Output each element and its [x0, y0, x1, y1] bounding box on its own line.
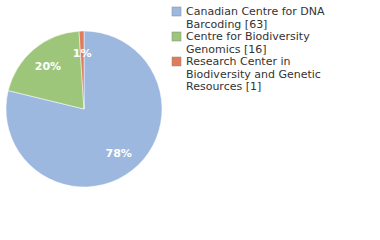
pie-slice [6, 31, 162, 187]
pie-slice [79, 31, 84, 109]
legend-swatch [172, 32, 181, 41]
legend-label: Canadian Centre for DNABarcoding [63] [186, 5, 325, 31]
chart: 78% 20% 1% Canadian Centre for DNABarcoding… [0, 0, 380, 240]
legend-swatch [172, 57, 181, 66]
data-label: 1% [73, 47, 92, 60]
data-labels: 78% 20% 1% [35, 47, 132, 160]
legend: Canadian Centre for DNABarcoding [63]Cen… [172, 5, 325, 93]
legend-label: Centre for BiodiversityGenomics [16] [186, 30, 310, 56]
data-label: 20% [35, 60, 61, 73]
data-label: 78% [106, 147, 132, 160]
legend-label: Research Center inBiodiversity and Genet… [186, 55, 321, 93]
pie [6, 31, 162, 187]
pie-slice [8, 31, 84, 109]
legend-swatch [172, 7, 181, 16]
